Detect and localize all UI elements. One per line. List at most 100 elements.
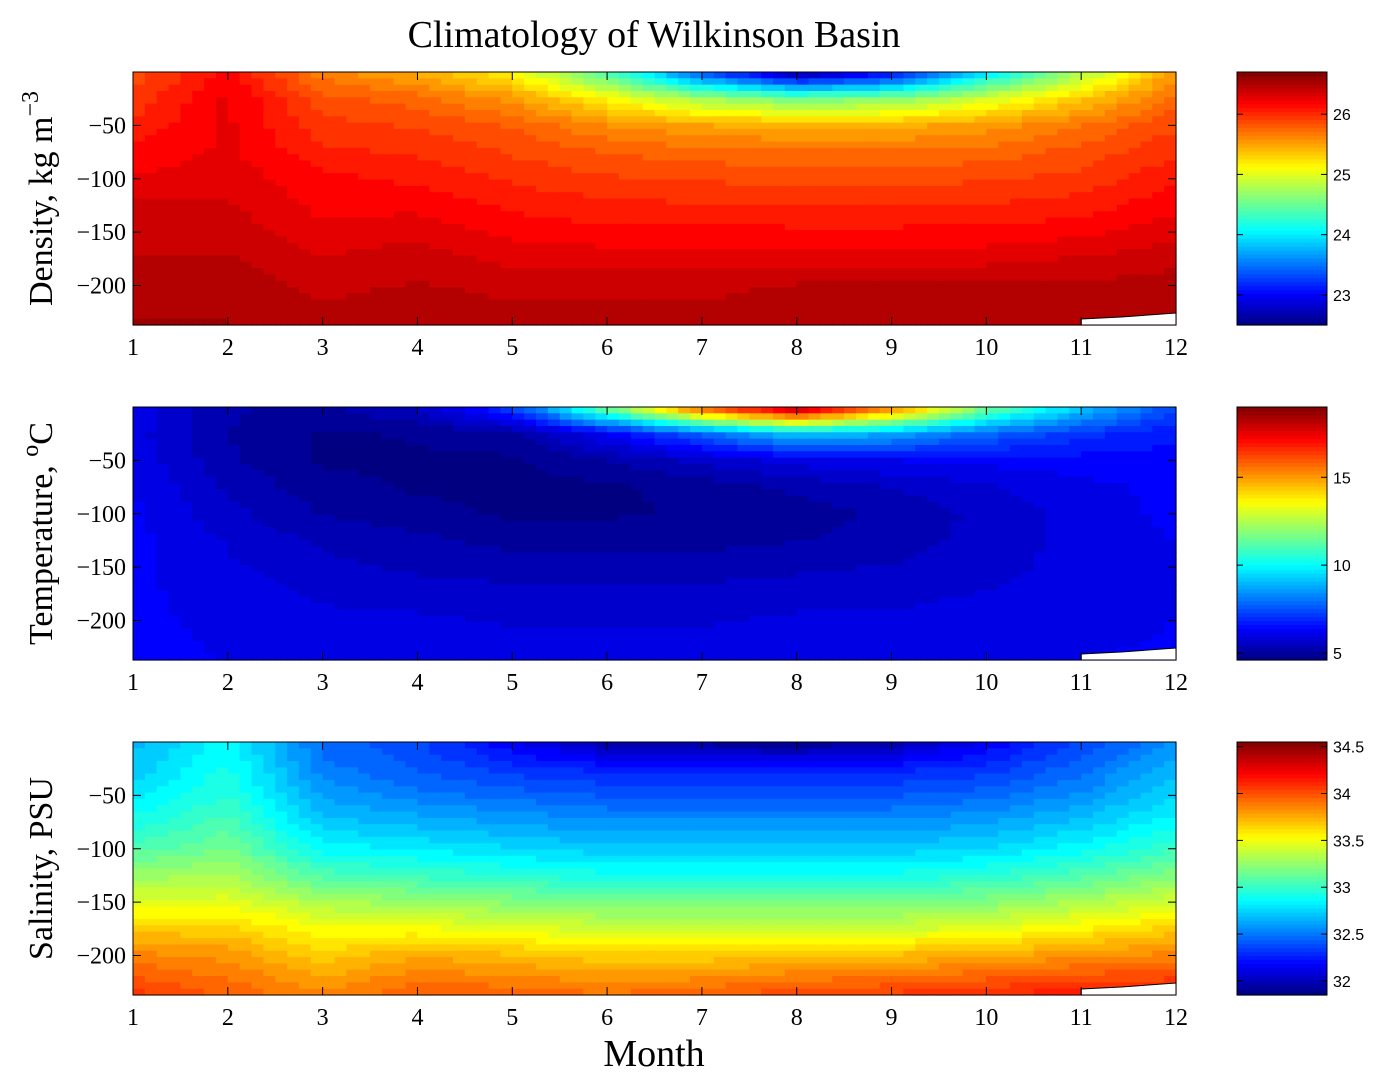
field-cell	[879, 230, 893, 238]
field-cell	[204, 261, 217, 269]
colorbar-band	[1237, 277, 1327, 283]
field-cell	[1010, 154, 1023, 162]
field-cell	[630, 432, 644, 440]
colorbar-band	[1237, 166, 1327, 172]
field-cell	[1033, 463, 1047, 471]
field-cell	[938, 166, 952, 174]
field-cell	[820, 463, 833, 471]
field-cell	[1010, 299, 1023, 307]
field-cell	[263, 318, 276, 326]
field-cell	[1128, 306, 1142, 313]
field-cell	[595, 287, 608, 294]
field-cell	[227, 293, 241, 301]
colorbar-band	[1237, 115, 1327, 121]
field-cell	[1069, 470, 1082, 478]
field-cell	[1104, 425, 1118, 433]
field-cell	[1010, 128, 1023, 136]
field-cell	[915, 97, 928, 105]
field-cell	[1116, 299, 1130, 307]
field-cell	[654, 318, 667, 326]
field-cell	[441, 419, 454, 427]
field-cell	[666, 274, 679, 282]
field-cell	[287, 141, 300, 149]
field-cell	[938, 249, 952, 257]
field-cell	[310, 451, 324, 459]
field-cell	[156, 147, 170, 155]
field-cell	[701, 236, 715, 244]
field-cell	[1128, 489, 1142, 497]
field-cell	[346, 470, 359, 478]
field-cell	[571, 103, 584, 111]
field-cell	[915, 444, 928, 452]
field-cell	[512, 457, 525, 465]
field-cell	[998, 293, 1011, 301]
field-cell	[559, 154, 573, 162]
field-cell	[405, 470, 419, 478]
field-cell	[441, 160, 454, 168]
field-cell	[239, 287, 253, 294]
field-cell	[512, 72, 525, 79]
field-cell	[1164, 128, 1177, 136]
field-cell	[571, 166, 584, 174]
field-cell	[761, 419, 774, 427]
field-cell	[595, 482, 608, 490]
colorbar-tick-label: 26	[1333, 107, 1351, 124]
field-cell	[690, 78, 703, 86]
field-cell	[512, 204, 525, 212]
field-cell	[334, 470, 347, 478]
field-cell	[453, 128, 466, 136]
field-cell	[1069, 242, 1082, 250]
field-cell	[370, 147, 383, 155]
field-cell	[547, 268, 561, 275]
field-cell	[938, 230, 952, 238]
field-cell	[618, 299, 632, 307]
field-cell	[488, 306, 502, 313]
field-cell	[891, 185, 904, 193]
field-cell	[322, 306, 336, 313]
field-cell	[618, 242, 632, 250]
field-cell	[1057, 495, 1070, 503]
field-cell	[251, 122, 264, 130]
field-cell	[180, 318, 193, 326]
field-cell	[429, 230, 442, 238]
field-cell	[678, 261, 691, 269]
field-cell	[998, 482, 1011, 490]
field-cell	[867, 280, 881, 288]
field-cell	[583, 116, 596, 124]
field-cell	[630, 489, 644, 497]
field-cell	[998, 287, 1011, 294]
field-cell	[405, 482, 419, 490]
field-cell	[749, 407, 762, 414]
field-cell	[607, 97, 620, 105]
field-cell	[773, 274, 786, 282]
field-cell	[678, 438, 691, 446]
field-cell	[915, 249, 928, 257]
field-cell	[642, 160, 656, 168]
colorbar-band	[1237, 257, 1327, 263]
field-cell	[500, 103, 513, 111]
field-cell	[927, 470, 940, 478]
field-cell	[1021, 274, 1035, 282]
field-cell	[1140, 287, 1153, 294]
field-cell	[713, 97, 727, 105]
field-cell	[1104, 482, 1118, 490]
field-cell	[429, 280, 442, 288]
field-cell	[713, 179, 727, 187]
field-cell	[607, 90, 620, 98]
field-cell	[1140, 451, 1153, 459]
field-cell	[808, 268, 822, 275]
field-cell	[488, 211, 502, 219]
field-cell	[535, 299, 549, 307]
field-cell	[144, 211, 158, 219]
field-cell	[310, 470, 324, 478]
field-cell	[844, 230, 857, 238]
field-cell	[618, 122, 632, 130]
field-cell	[298, 476, 312, 484]
field-cell	[1164, 261, 1177, 269]
field-cell	[784, 236, 798, 244]
field-cell	[950, 141, 964, 149]
field-cell	[642, 287, 656, 294]
field-cell	[204, 154, 217, 162]
field-cell	[820, 192, 833, 200]
field-cell	[1164, 425, 1177, 433]
